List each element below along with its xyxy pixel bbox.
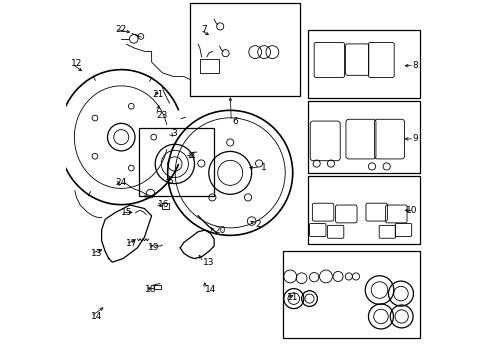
Text: 22: 22 [115,25,126,34]
Text: 20: 20 [214,226,225,235]
Text: 16: 16 [158,200,169,209]
Bar [200,59,219,73]
Text: 14: 14 [91,312,102,321]
Text: 3: 3 [171,129,177,138]
Text: 14: 14 [205,285,216,294]
Text: 7: 7 [201,26,206,35]
Bar [153,285,161,289]
Text: 17: 17 [125,239,137,248]
Text: 4: 4 [189,152,194,161]
Bar [307,30,419,98]
Text: 6: 6 [231,117,237,126]
Bar [139,128,214,196]
Bar [162,203,169,208]
Text: 12: 12 [71,59,82,68]
Text: 8: 8 [411,61,417,70]
Text: 18: 18 [145,285,156,294]
Text: 13: 13 [91,249,102,258]
Text: 10: 10 [406,206,417,215]
Text: 9: 9 [411,134,417,143]
Bar [307,176,419,244]
Text: 15: 15 [121,208,132,217]
Text: 19: 19 [148,243,159,252]
Bar [283,251,419,338]
Text: 21: 21 [152,90,164,99]
Text: 11: 11 [287,293,298,302]
Text: 24: 24 [115,178,126,187]
Text: 5: 5 [167,177,173,186]
Bar [190,3,299,96]
Text: 13: 13 [203,258,215,267]
Text: 23: 23 [156,111,167,120]
Text: 1: 1 [260,163,266,172]
Text: 2: 2 [255,220,260,229]
Bar [307,102,419,173]
